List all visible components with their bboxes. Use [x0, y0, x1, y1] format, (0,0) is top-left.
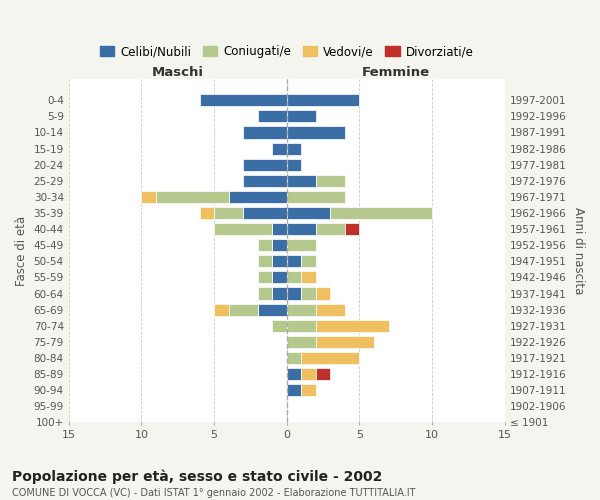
Bar	[214, 223, 272, 235]
Bar	[200, 207, 214, 219]
Bar	[243, 175, 287, 187]
Bar	[272, 320, 287, 332]
Bar	[316, 368, 331, 380]
Bar	[287, 126, 345, 138]
Bar	[301, 288, 316, 300]
Bar	[287, 158, 301, 170]
Bar	[156, 191, 229, 203]
Bar	[287, 175, 316, 187]
Bar	[287, 288, 301, 300]
Bar	[272, 142, 287, 154]
Bar	[301, 256, 316, 268]
Bar	[257, 239, 272, 252]
Bar	[243, 126, 287, 138]
Text: Femmine: Femmine	[362, 66, 430, 80]
Legend: Celibi/Nubili, Coniugati/e, Vedovi/e, Divorziati/e: Celibi/Nubili, Coniugati/e, Vedovi/e, Di…	[95, 40, 478, 63]
Bar	[301, 368, 316, 380]
Bar	[316, 320, 389, 332]
Y-axis label: Anni di nascita: Anni di nascita	[572, 207, 585, 294]
Bar	[301, 352, 359, 364]
Bar	[287, 110, 316, 122]
Bar	[243, 158, 287, 170]
Bar	[229, 304, 257, 316]
Bar	[287, 336, 316, 348]
Bar	[257, 288, 272, 300]
Bar	[257, 110, 287, 122]
Bar	[287, 352, 301, 364]
Bar	[331, 207, 432, 219]
Bar	[287, 304, 316, 316]
Bar	[287, 239, 316, 252]
Bar	[272, 288, 287, 300]
Bar	[257, 272, 272, 283]
Bar	[142, 191, 156, 203]
Bar	[316, 223, 345, 235]
Text: Popolazione per età, sesso e stato civile - 2002: Popolazione per età, sesso e stato civil…	[12, 470, 382, 484]
Bar	[301, 272, 316, 283]
Bar	[257, 256, 272, 268]
Bar	[287, 384, 301, 396]
Y-axis label: Fasce di età: Fasce di età	[15, 216, 28, 286]
Bar	[287, 142, 301, 154]
Bar	[200, 94, 287, 106]
Bar	[214, 304, 229, 316]
Bar	[287, 272, 301, 283]
Bar	[287, 223, 316, 235]
Bar	[272, 239, 287, 252]
Bar	[287, 207, 331, 219]
Bar	[214, 207, 243, 219]
Bar	[287, 320, 316, 332]
Bar	[316, 288, 331, 300]
Text: COMUNE DI VOCCA (VC) - Dati ISTAT 1° gennaio 2002 - Elaborazione TUTTITALIA.IT: COMUNE DI VOCCA (VC) - Dati ISTAT 1° gen…	[12, 488, 415, 498]
Bar	[243, 207, 287, 219]
Bar	[287, 191, 345, 203]
Bar	[316, 304, 345, 316]
Bar	[272, 223, 287, 235]
Bar	[272, 272, 287, 283]
Bar	[257, 304, 287, 316]
Text: Maschi: Maschi	[152, 66, 204, 80]
Bar	[229, 191, 287, 203]
Bar	[287, 368, 301, 380]
Bar	[301, 384, 316, 396]
Bar	[345, 223, 359, 235]
Bar	[316, 175, 345, 187]
Bar	[287, 94, 359, 106]
Bar	[287, 256, 301, 268]
Bar	[272, 256, 287, 268]
Bar	[316, 336, 374, 348]
